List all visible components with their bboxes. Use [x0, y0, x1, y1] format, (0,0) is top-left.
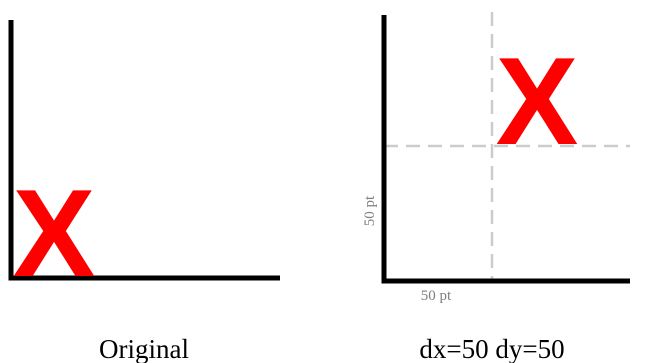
- original-x-mark: X: [13, 165, 96, 303]
- translated-caption: dx=50 dy=50: [419, 334, 564, 363]
- original-caption: Original: [99, 334, 189, 363]
- y-offset-label: 50 pt: [362, 195, 378, 226]
- translated-panel: X 50 pt 50 pt dx=50 dy=50: [362, 12, 630, 363]
- original-axes: [8, 20, 280, 281]
- original-panel: X Original: [8, 20, 280, 363]
- translated-axes: [381, 15, 630, 284]
- x-offset-label: 50 pt: [421, 288, 452, 304]
- translated-x-mark: X: [496, 33, 579, 171]
